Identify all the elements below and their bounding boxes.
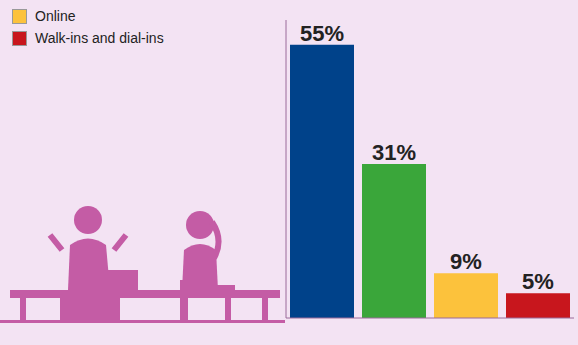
svg-text:31%: 31% [372, 140, 416, 165]
svg-text:9%: 9% [450, 249, 482, 274]
html-text:Online: Online [35, 8, 76, 24]
html-text:Walk-ins and dial-ins: Walk-ins and dial-ins [35, 30, 164, 46]
svg-text:55%: 55% [300, 21, 344, 46]
svg-text:5%: 5% [522, 269, 554, 294]
